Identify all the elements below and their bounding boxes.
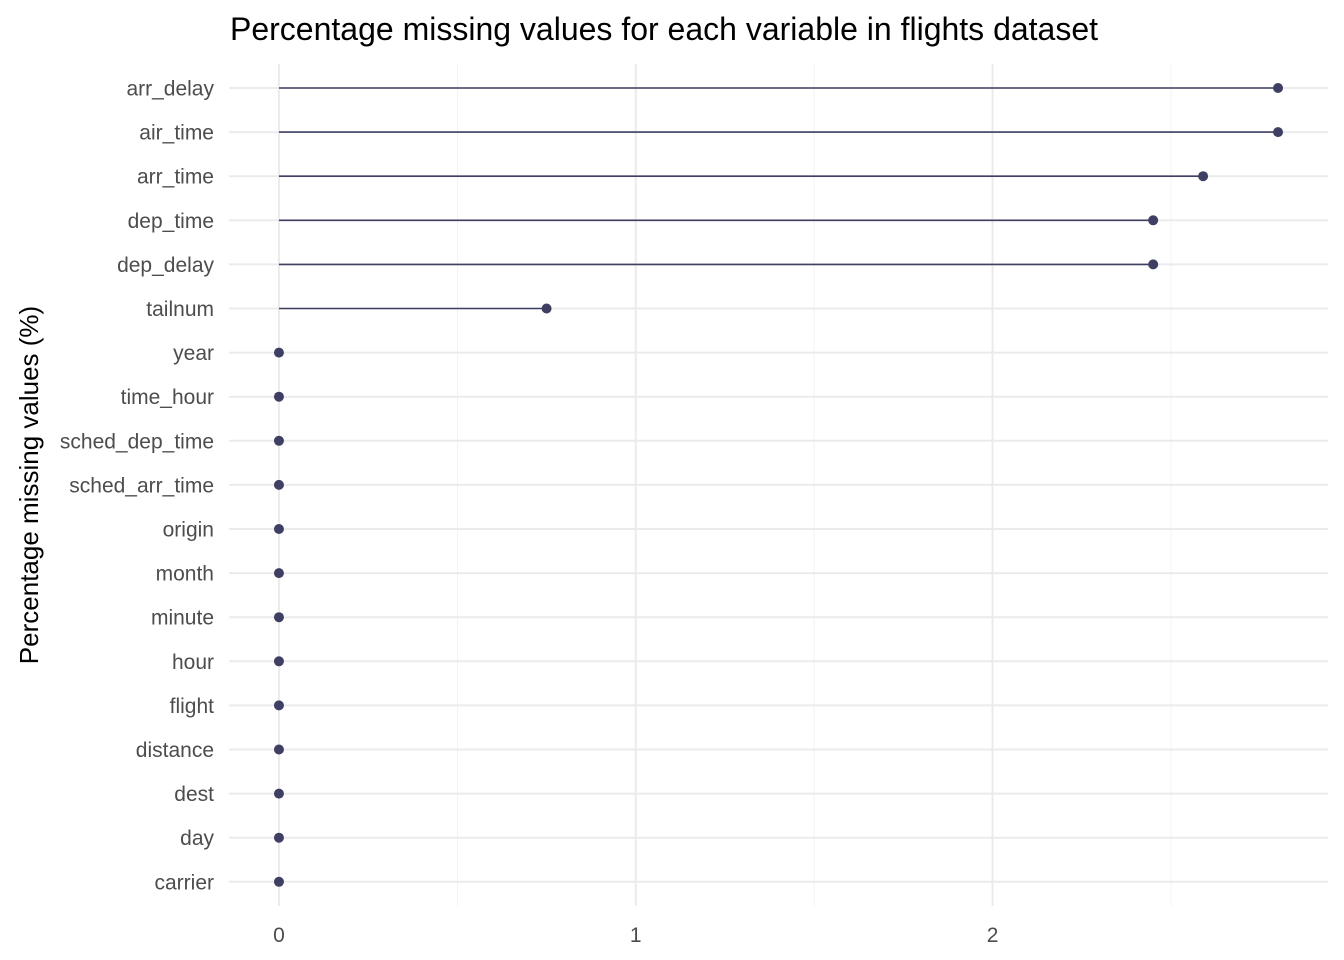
category-label-minute: minute (151, 607, 214, 630)
category-label-carrier: carrier (154, 871, 214, 894)
point-origin (273, 524, 284, 534)
category-label-hour: hour (172, 651, 214, 674)
chart-title: Percentage missing values for each varia… (230, 11, 1098, 47)
gridlines (229, 64, 1328, 906)
point-time_hour (273, 391, 284, 402)
category-label-day: day (180, 827, 214, 850)
x-tick-label: 1 (630, 924, 642, 947)
category-label-arr_time: arr_time (137, 166, 214, 189)
x-tick-labels: 0 1 2 (273, 924, 998, 947)
category-label-distance: distance (136, 739, 214, 762)
point-hour (273, 656, 284, 667)
category-label-sched_arr_time: sched_arr_time (69, 474, 214, 497)
point-flight (273, 700, 284, 711)
point-dep_delay (1148, 259, 1159, 270)
point-arr_time (1198, 171, 1209, 182)
category-label-tailnum: tailnum (146, 298, 214, 321)
category-label-flight: flight (170, 695, 215, 718)
point-tailnum (541, 303, 552, 314)
category-label-sched_dep_time: sched_dep_time (60, 430, 214, 453)
category-label-arr_delay: arr_delay (126, 78, 214, 101)
point-dest (273, 788, 284, 799)
category-label-dest: dest (174, 783, 214, 806)
points (273, 83, 1284, 887)
point-year (273, 347, 284, 358)
x-tick-label: 2 (987, 924, 999, 947)
category-label-dep_delay: dep_delay (117, 254, 214, 277)
category-label-year: year (173, 342, 214, 365)
y-axis-label: Percentage missing values (%) (14, 306, 44, 664)
point-air_time (1273, 127, 1284, 138)
category-labels: arr_delay air_time arr_time dep_time dep_del… (60, 78, 215, 895)
point-sched_dep_time (273, 435, 284, 446)
stems (278, 87, 1279, 310)
point-dep_time (1148, 215, 1159, 226)
point-sched_arr_time (273, 479, 284, 490)
point-minute (273, 612, 284, 623)
point-arr_delay (1273, 83, 1284, 93)
point-day (273, 832, 284, 843)
point-distance (273, 744, 284, 755)
category-label-dep_time: dep_time (128, 210, 214, 233)
category-label-month: month (156, 563, 214, 586)
category-label-time_hour: time_hour (121, 386, 214, 409)
point-month (273, 568, 284, 579)
x-tick-label: 0 (273, 924, 285, 947)
category-label-air_time: air_time (139, 122, 214, 145)
point-carrier (273, 876, 284, 887)
category-label-origin: origin (163, 519, 214, 542)
